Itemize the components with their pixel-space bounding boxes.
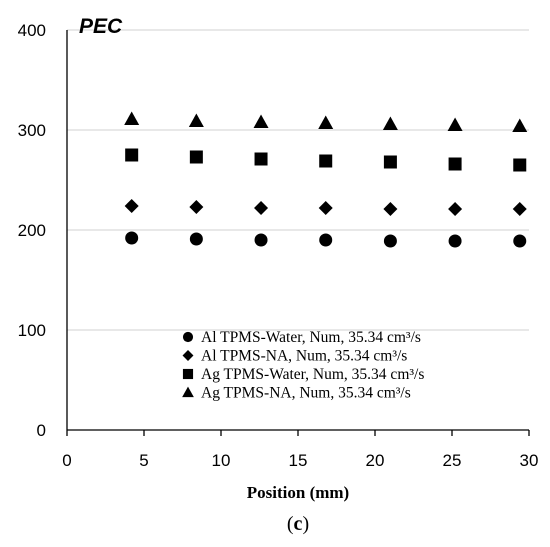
axes [66, 30, 530, 436]
data-point-diamond [318, 201, 333, 215]
data-point-diamond [448, 202, 463, 216]
x-tick-label: 5 [139, 451, 148, 470]
y-tick-label: 100 [18, 321, 46, 340]
data-point-diamond [254, 201, 269, 215]
data-point-diamond [189, 200, 204, 214]
x-axis-label: Position (mm) [247, 483, 349, 502]
y-tick-label: 200 [18, 221, 46, 240]
data-point-circle [254, 233, 268, 247]
data-point-square [125, 148, 139, 162]
caption-letter: c [294, 513, 303, 535]
data-point-triangle [188, 113, 204, 127]
x-tick-label: 20 [366, 451, 385, 470]
data-point-triangle [447, 117, 463, 131]
data-point-circle [125, 231, 139, 245]
data-point-square [189, 150, 203, 164]
figure-caption: (c) [287, 513, 309, 535]
legend-label: Al TPMS-Water, Num, 35.34 cm³/s [201, 329, 421, 346]
data-point-triangle [512, 118, 528, 132]
y-tick-labels: 0 100 200 300 400 [18, 21, 46, 440]
data-point-diamond [512, 202, 527, 216]
y-axis-label: PEC [79, 15, 123, 38]
data-point-square [513, 158, 527, 172]
data-point-diamond [124, 199, 139, 213]
x-tick-label: 0 [62, 451, 71, 470]
data-markers [124, 111, 528, 248]
data-point-triangle [124, 111, 140, 125]
legend-marker-diamond [182, 350, 194, 361]
data-point-circle [513, 234, 527, 248]
x-tick-label: 30 [520, 451, 539, 470]
data-point-circle [383, 234, 397, 248]
data-point-triangle [318, 115, 334, 129]
y-tick-label: 300 [18, 121, 46, 140]
data-point-circle [189, 232, 203, 246]
data-point-circle [448, 234, 462, 248]
gridlines [67, 29, 529, 331]
data-point-square [319, 154, 333, 168]
data-point-square [383, 155, 397, 169]
data-point-circle [319, 233, 333, 247]
x-tick-labels: 0 5 10 15 20 25 30 [62, 451, 538, 470]
x-tick-label: 10 [212, 451, 231, 470]
data-point-square [448, 157, 462, 171]
legend-label: Al TPMS-NA, Num, 35.34 cm³/s [201, 348, 407, 365]
legend-marker-circle [182, 331, 194, 343]
data-point-diamond [383, 202, 398, 216]
x-tick-label: 15 [289, 451, 308, 470]
legend-marker-square [182, 368, 194, 380]
data-point-triangle [253, 114, 269, 128]
y-tick-label: 0 [37, 421, 46, 440]
legend: Al TPMS-Water, Num, 35.34 cm³/s Al TPMS-N… [182, 329, 424, 402]
y-tick-label: 400 [18, 21, 46, 40]
data-point-square [254, 152, 268, 166]
legend-label: Ag TPMS-Water, Num, 35.34 cm³/s [201, 366, 424, 383]
legend-label: Ag TPMS-NA, Num, 35.34 cm³/s [201, 385, 411, 402]
x-tick-label: 25 [443, 451, 462, 470]
legend-marker-triangle [182, 386, 194, 398]
data-point-triangle [382, 116, 398, 130]
